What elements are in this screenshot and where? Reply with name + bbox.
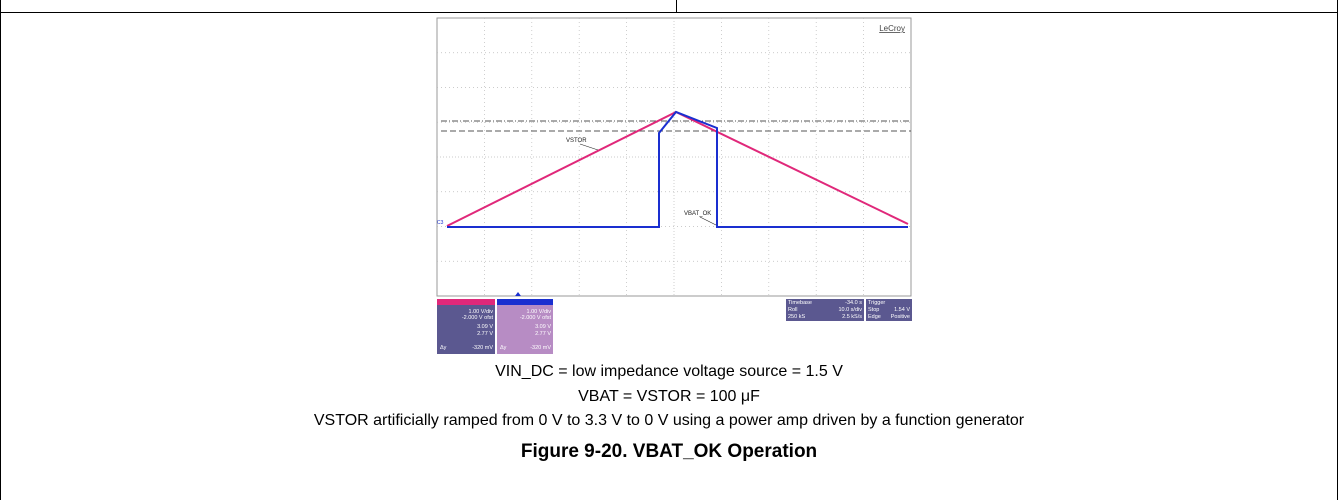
panel-text: 2.77 V bbox=[477, 331, 493, 337]
channel-marker: C3 bbox=[437, 220, 444, 226]
panel-text: Edge bbox=[868, 314, 881, 320]
panel-text: 250 kS bbox=[788, 314, 805, 320]
caption: VIN_DC = low impedance voltage source = … bbox=[0, 363, 1338, 381]
panel-text: Stop bbox=[868, 307, 879, 313]
panel-text: Timebase bbox=[788, 300, 812, 306]
panel-header bbox=[497, 299, 553, 305]
panel-text: 2.5 kS/s bbox=[842, 314, 862, 320]
panel-text: 3.09 V bbox=[535, 324, 551, 330]
oscilloscope-capture: LeCroy VSTOR VBAT_OK C3 1.00 V/div-2.000… bbox=[0, 0, 1338, 360]
panel-text: 10.0 s/div bbox=[838, 307, 862, 313]
panel-text: 2.77 V bbox=[535, 331, 551, 337]
panel-text: Trigger bbox=[868, 300, 885, 306]
panel-text: Δy bbox=[440, 345, 447, 351]
trace-label: VSTOR bbox=[566, 138, 587, 144]
caption: VSTOR artificially ramped from 0 V to 3.… bbox=[0, 412, 1338, 430]
panel-text: -320 mV bbox=[530, 345, 551, 351]
panel-text: -2.000 V ofst bbox=[462, 315, 494, 321]
panel-header bbox=[437, 299, 495, 305]
caption: VBAT = VSTOR = 100 μF bbox=[0, 388, 1338, 406]
panel-text: Δy bbox=[500, 345, 507, 351]
panel-text: -320 mV bbox=[472, 345, 493, 351]
figure-title: Figure 9-20. VBAT_OK Operation bbox=[0, 441, 1338, 463]
panel-text: 3.09 V bbox=[477, 324, 493, 330]
brand: LeCroy bbox=[879, 24, 905, 33]
panel-text: Roll bbox=[788, 307, 797, 313]
panel-text: 1.54 V bbox=[894, 307, 910, 313]
panel-text: Positive bbox=[891, 314, 910, 320]
page: LeCroy VSTOR VBAT_OK C3 1.00 V/div-2.000… bbox=[0, 0, 1338, 500]
trace-label: VBAT_OK bbox=[684, 211, 711, 217]
panel-text: -2.000 V ofst bbox=[520, 315, 552, 321]
panel-text: -34.0 s bbox=[845, 300, 862, 306]
